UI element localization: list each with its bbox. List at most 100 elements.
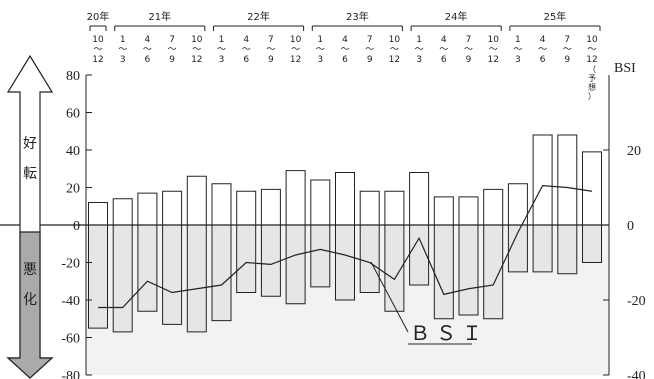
- bsi-line: [98, 184, 593, 309]
- bar-positive: [236, 190, 257, 226]
- bar-negative: [532, 224, 553, 273]
- month-sep-label: ～: [464, 45, 473, 55]
- left-tick-label: -80: [61, 369, 80, 379]
- month-end-label: 9: [367, 55, 373, 65]
- worsen-label: 悪: [23, 262, 37, 278]
- bar-negative: [112, 224, 133, 333]
- month-end-label: 12: [191, 55, 202, 65]
- month-start-label: 1: [515, 35, 521, 45]
- bar-negative: [285, 224, 306, 305]
- year-label: 21年: [148, 10, 171, 23]
- bar-negative: [137, 224, 158, 312]
- bar-positive: [285, 170, 306, 226]
- month-start-label: 10: [487, 35, 499, 45]
- month-sep-label: ～: [513, 45, 522, 55]
- bar-positive: [557, 134, 578, 226]
- bar-positive: [458, 196, 479, 226]
- month-sep-label: ～: [340, 45, 349, 55]
- year-label: 24年: [445, 10, 468, 23]
- month-start-label: 10: [586, 35, 598, 45]
- improve-label-2: 転: [23, 166, 37, 182]
- forecast-note-char: 想: [588, 82, 596, 92]
- bar-negative: [186, 224, 207, 333]
- month-start-label: 7: [564, 35, 570, 45]
- month-start-label: 10: [191, 35, 203, 45]
- month-sep-label: ～: [242, 45, 251, 55]
- bar-positive: [335, 172, 355, 226]
- month-end-label: 12: [92, 55, 103, 65]
- month-start-label: 4: [540, 35, 546, 45]
- bar-negative: [335, 224, 355, 301]
- right-tick-label: 20: [627, 144, 641, 159]
- bar-negative: [260, 224, 281, 297]
- month-start-label: 4: [441, 35, 447, 45]
- bar-negative: [162, 224, 183, 325]
- month-end-label: 6: [540, 55, 546, 65]
- bsi-callout-leader: [370, 261, 409, 333]
- left-tick-label: 40: [66, 144, 80, 159]
- bar-positive: [532, 134, 553, 226]
- year-label: 20年: [87, 10, 110, 23]
- month-end-label: 6: [441, 55, 447, 65]
- month-end-label: 6: [145, 55, 151, 65]
- bar-positive: [582, 151, 602, 226]
- month-end-label: 9: [466, 55, 472, 65]
- month-start-label: 10: [290, 35, 302, 45]
- worsen-label-2: 化: [23, 292, 37, 308]
- month-end-label: 9: [268, 55, 274, 65]
- month-sep-label: ～: [291, 45, 300, 55]
- month-start-label: 1: [317, 35, 323, 45]
- month-sep-label: ～: [563, 45, 572, 55]
- month-end-label: 3: [219, 55, 225, 65]
- month-start-label: 4: [145, 35, 151, 45]
- month-end-label: 12: [389, 55, 400, 65]
- arrow-lower-fill: [8, 232, 52, 378]
- month-sep-label: ～: [439, 45, 448, 55]
- bars-layer: [88, 134, 602, 333]
- right-tick-label: -20: [627, 294, 646, 309]
- bar-negative: [557, 224, 578, 275]
- month-sep-label: ～: [266, 45, 275, 55]
- improve-label: 好: [23, 136, 37, 152]
- bsi-callout-label: ＢＳＩ: [410, 321, 488, 345]
- bar-negative: [236, 224, 257, 293]
- month-end-label: 3: [515, 55, 521, 65]
- month-sep-label: ～: [316, 45, 325, 55]
- month-sep-label: ～: [143, 45, 152, 55]
- forecast-note-char: （: [588, 65, 596, 74]
- month-sep-label: ～: [489, 45, 498, 55]
- arrow-lower-outline: [6, 231, 54, 379]
- left-tick-label: 60: [66, 107, 80, 122]
- month-start-label: 7: [169, 35, 175, 45]
- year-label: 22年: [247, 10, 270, 23]
- left-tick-label: 0: [73, 219, 80, 234]
- bar-negative: [310, 224, 331, 288]
- bsi-line-layer: [98, 184, 593, 309]
- right-tick-label: -40: [627, 369, 646, 379]
- month-sep-label: ～: [365, 45, 374, 55]
- bar-positive: [162, 190, 183, 226]
- month-start-label: 10: [92, 35, 104, 45]
- month-start-label: 7: [466, 35, 472, 45]
- month-sep-label: ～: [538, 45, 547, 55]
- month-start-label: 1: [219, 35, 225, 45]
- right-tick-label: 0: [627, 219, 634, 234]
- month-end-label: 12: [487, 55, 498, 65]
- bar-negative: [88, 224, 108, 329]
- month-start-label: 1: [416, 35, 422, 45]
- month-end-label: 9: [169, 55, 175, 65]
- bar-negative: [359, 224, 380, 293]
- month-sep-label: ～: [118, 45, 127, 55]
- month-sep-label: ～: [192, 45, 201, 55]
- bar-positive: [433, 196, 454, 226]
- period-header: 20年 21年 22年 23年 24年 25年10～121～34～67～910～121～3…: [87, 10, 601, 101]
- bar-positive: [186, 175, 207, 226]
- month-sep-label: ～: [415, 45, 424, 55]
- month-start-label: 1: [120, 35, 126, 45]
- month-end-label: 3: [317, 55, 323, 65]
- bar-positive: [211, 183, 232, 226]
- bar-negative: [458, 224, 479, 316]
- month-start-label: 7: [367, 35, 373, 45]
- right-axis-title: BSI: [614, 61, 636, 76]
